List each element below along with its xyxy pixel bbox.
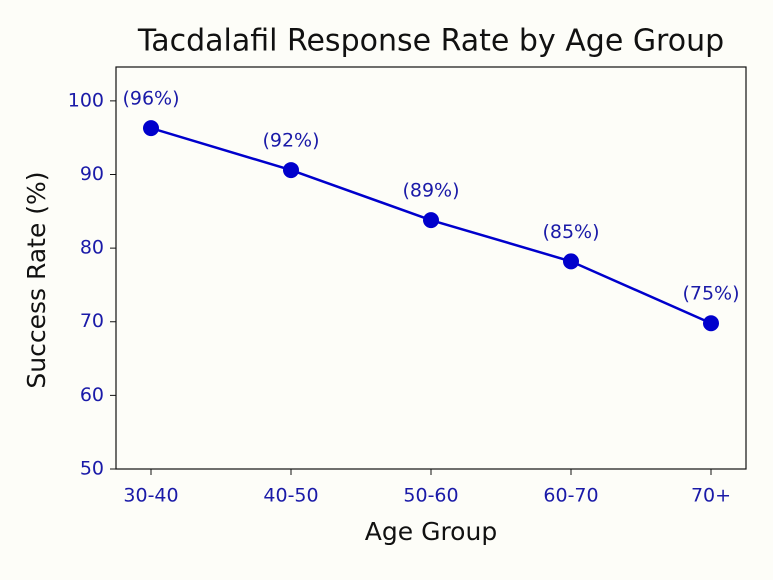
y-tick-label: 100 [68, 89, 104, 111]
x-tick-label: 40-50 [263, 485, 318, 507]
data-annotation: (96%) [122, 88, 179, 110]
y-tick-label: 80 [80, 237, 104, 259]
y-tick-label: 60 [80, 384, 104, 406]
y-tick-label: 50 [80, 458, 104, 480]
x-tick-label: 70+ [691, 485, 731, 507]
x-tick-label: 30-40 [123, 485, 178, 507]
point [143, 120, 159, 137]
point [423, 212, 439, 229]
x-tick-label: 50-60 [403, 485, 458, 507]
x-tick-label: 60-70 [543, 485, 598, 507]
data-annotation: (92%) [262, 130, 319, 152]
data-annotation: (89%) [402, 180, 459, 202]
data-annotation: (75%) [682, 283, 739, 305]
x-axis-label: Age Group [365, 517, 497, 546]
y-tick-label: 70 [80, 310, 104, 332]
point [703, 315, 719, 332]
y-axis-label: Success Rate (%) [22, 171, 51, 388]
point [563, 253, 579, 270]
data-annotation: (85%) [542, 221, 599, 243]
y-tick-label: 90 [80, 163, 104, 185]
point [283, 162, 299, 179]
chart-title: Tacdalafil Response Rate by Age Group [137, 24, 724, 59]
